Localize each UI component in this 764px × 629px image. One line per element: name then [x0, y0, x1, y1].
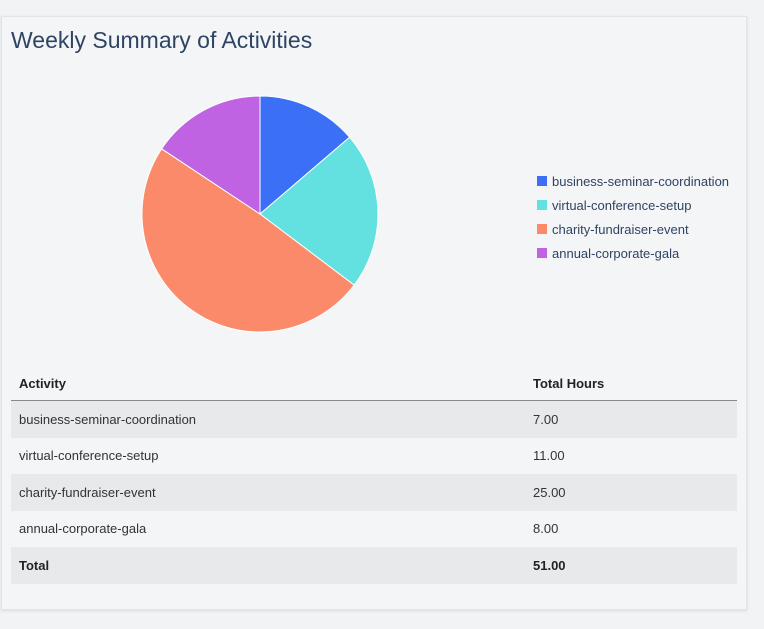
table-row: virtual-conference-setup 11.00 [11, 438, 737, 475]
hours-cell: 7.00 [525, 400, 737, 438]
legend-label: virtual-conference-setup [552, 197, 692, 213]
activity-cell: charity-fundraiser-event [11, 474, 525, 511]
total-row: Total 51.00 [11, 547, 737, 584]
table-row: annual-corporate-gala 8.00 [11, 511, 737, 548]
header-activity: Activity [11, 366, 525, 401]
summary-card: Weekly Summary of Activities business-se… [1, 16, 747, 610]
legend-item[interactable]: charity-fundraiser-event [537, 217, 729, 241]
activity-cell: virtual-conference-setup [19, 448, 159, 464]
activity-cell: annual-corporate-gala [19, 521, 147, 537]
activity-table: Activity Total Hours business-seminar-co… [11, 366, 737, 584]
pie-slice-business-seminar-coordination[interactable] [259, 95, 351, 216]
total-hours-cell: 51.00 [525, 547, 737, 584]
legend-swatch [537, 176, 547, 186]
legend-swatch [537, 248, 547, 258]
legend: business-seminar-coordination virtual-con… [537, 169, 729, 265]
legend-label: annual-corporate-gala [552, 245, 680, 261]
legend-item[interactable]: virtual-conference-setup [537, 193, 729, 217]
pie-chart [141, 95, 379, 333]
legend-label: charity-fundraiser-event [552, 221, 689, 237]
page-title: Weekly Summary of Activities [11, 27, 313, 53]
hours-cell: 8.00 [533, 521, 559, 537]
activity-cell: business-seminar-coordination [11, 400, 525, 438]
pie-slice-annual-corporate-gala[interactable] [160, 95, 261, 215]
legend-item[interactable]: annual-corporate-gala [537, 241, 729, 265]
table-row: charity-fundraiser-event 25.00 [11, 474, 737, 511]
legend-swatch [537, 200, 547, 210]
table-row: business-seminar-coordination 7.00 [11, 400, 737, 438]
header-total-hours: Total Hours [525, 366, 737, 401]
hours-cell: 25.00 [525, 474, 737, 511]
legend-swatch [537, 224, 547, 234]
legend-item[interactable]: business-seminar-coordination [537, 169, 729, 193]
total-label-cell: Total [11, 547, 525, 584]
legend-label: business-seminar-coordination [552, 173, 730, 189]
pie-slice-charity-fundraiser-event[interactable] [141, 148, 355, 333]
hours-cell: 11.00 [533, 448, 565, 464]
pie-slice-virtual-conference-setup[interactable] [259, 136, 379, 286]
